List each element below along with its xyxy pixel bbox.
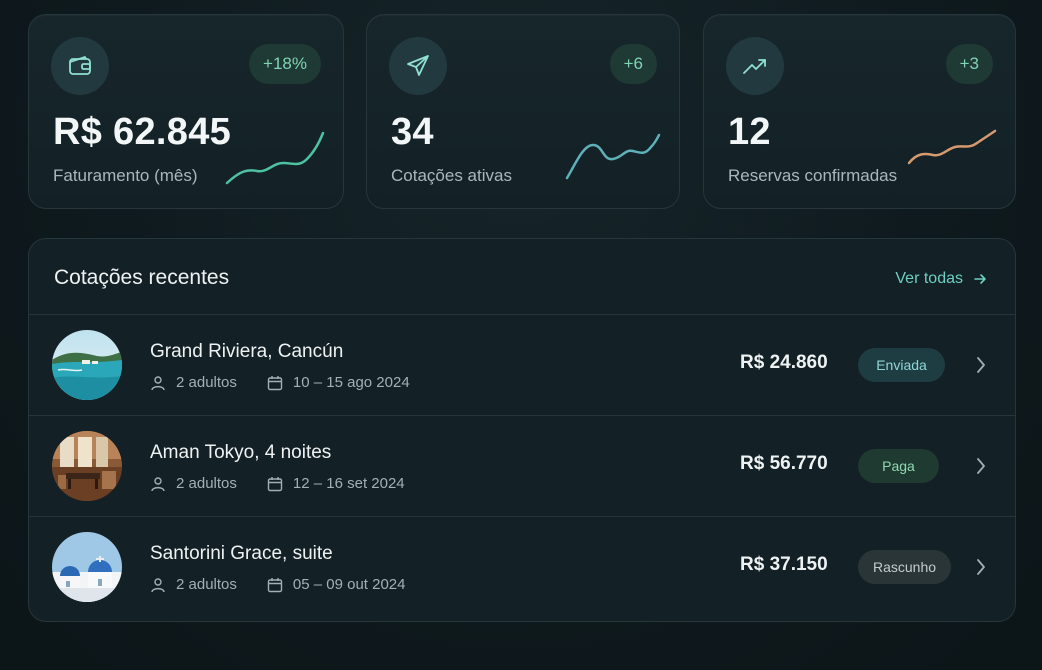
chevron-right-icon[interactable] [975, 355, 987, 375]
guests-text: 2 adultos [176, 475, 237, 492]
revenue-delta-badge: +18% [249, 44, 321, 84]
bookings-sparkline [907, 129, 997, 165]
stat-card-bookings[interactable]: +3 12 Reservas confirmadas [703, 14, 1016, 209]
status-badge: Rascunho [858, 550, 951, 584]
quotes-label: Cotações ativas [391, 166, 512, 185]
status-badge: Enviada [858, 348, 945, 382]
beach-resort-photo [52, 330, 122, 400]
panel-title: Cotações recentes [54, 266, 230, 289]
status-badge: Paga [858, 449, 939, 483]
calendar-icon [267, 375, 283, 390]
quote-title: Santorini Grace, suite [150, 543, 333, 564]
calendar-icon [267, 577, 283, 592]
revenue-value: R$ 62.845 [53, 111, 232, 153]
person-icon [151, 476, 165, 491]
calendar-icon [267, 476, 283, 491]
quote-price: R$ 24.860 [740, 352, 828, 373]
quotes-value: 34 [391, 111, 434, 153]
quote-meta: 2 adultos 10 – 15 ago 2024 [150, 374, 410, 391]
view-all-link[interactable]: Ver todas [895, 270, 987, 288]
quote-row[interactable]: Santorini Grace, suite 2 adultos 05 – 09… [29, 517, 1015, 618]
guests-text: 2 adultos [176, 576, 237, 593]
dates-info: 05 – 09 out 2024 [267, 576, 406, 593]
quote-price: R$ 56.770 [740, 453, 828, 474]
wallet-icon [51, 37, 109, 95]
quote-price: R$ 37.150 [740, 554, 828, 575]
guests-text: 2 adultos [176, 374, 237, 391]
chevron-right-icon[interactable] [975, 456, 987, 476]
revenue-label: Faturamento (mês) [53, 166, 198, 185]
quote-title: Grand Riviera, Cancún [150, 341, 344, 362]
hotel-room-photo [52, 431, 122, 501]
guests-info: 2 adultos [150, 374, 237, 391]
guests-info: 2 adultos [150, 475, 237, 492]
quotes-delta-badge: +6 [609, 44, 657, 84]
bookings-label: Reservas confirmadas [728, 166, 898, 185]
view-all-label: Ver todas [895, 270, 963, 287]
revenue-sparkline [225, 131, 325, 185]
bookings-delta-badge: +3 [945, 44, 993, 84]
quote-row[interactable]: Grand Riviera, Cancún 2 adultos 10 – 15 … [29, 315, 1015, 416]
recent-quotes-panel: Cotações recentes Ver todas [28, 238, 1016, 622]
person-icon [151, 375, 165, 390]
stat-card-revenue[interactable]: +18% R$ 62.845 Faturamento (mês) [28, 14, 344, 209]
dates-info: 12 – 16 set 2024 [267, 475, 405, 492]
quote-meta: 2 adultos 05 – 09 out 2024 [150, 576, 406, 593]
dates-text: 05 – 09 out 2024 [292, 576, 406, 593]
bookings-value: 12 [728, 111, 771, 153]
santorini-domes-photo [52, 532, 122, 602]
dates-text: 10 – 15 ago 2024 [292, 374, 410, 391]
arrow-right-icon [974, 274, 986, 284]
trending-up-icon [726, 37, 784, 95]
quote-meta: 2 adultos 12 – 16 set 2024 [150, 475, 405, 492]
guests-info: 2 adultos [150, 576, 237, 593]
dates-info: 10 – 15 ago 2024 [267, 374, 410, 391]
quotes-sparkline [565, 133, 661, 180]
person-icon [151, 577, 165, 592]
panel-header: Cotações recentes Ver todas [29, 239, 1015, 315]
chevron-right-icon[interactable] [975, 557, 987, 577]
quote-title: Aman Tokyo, 4 noites [150, 442, 332, 463]
dates-text: 12 – 16 set 2024 [292, 475, 405, 492]
stat-card-quotes[interactable]: +6 34 Cotações ativas [366, 14, 680, 209]
quote-row[interactable]: Aman Tokyo, 4 noites 2 adultos 12 – 16 s… [29, 416, 1015, 517]
send-icon [389, 37, 447, 95]
